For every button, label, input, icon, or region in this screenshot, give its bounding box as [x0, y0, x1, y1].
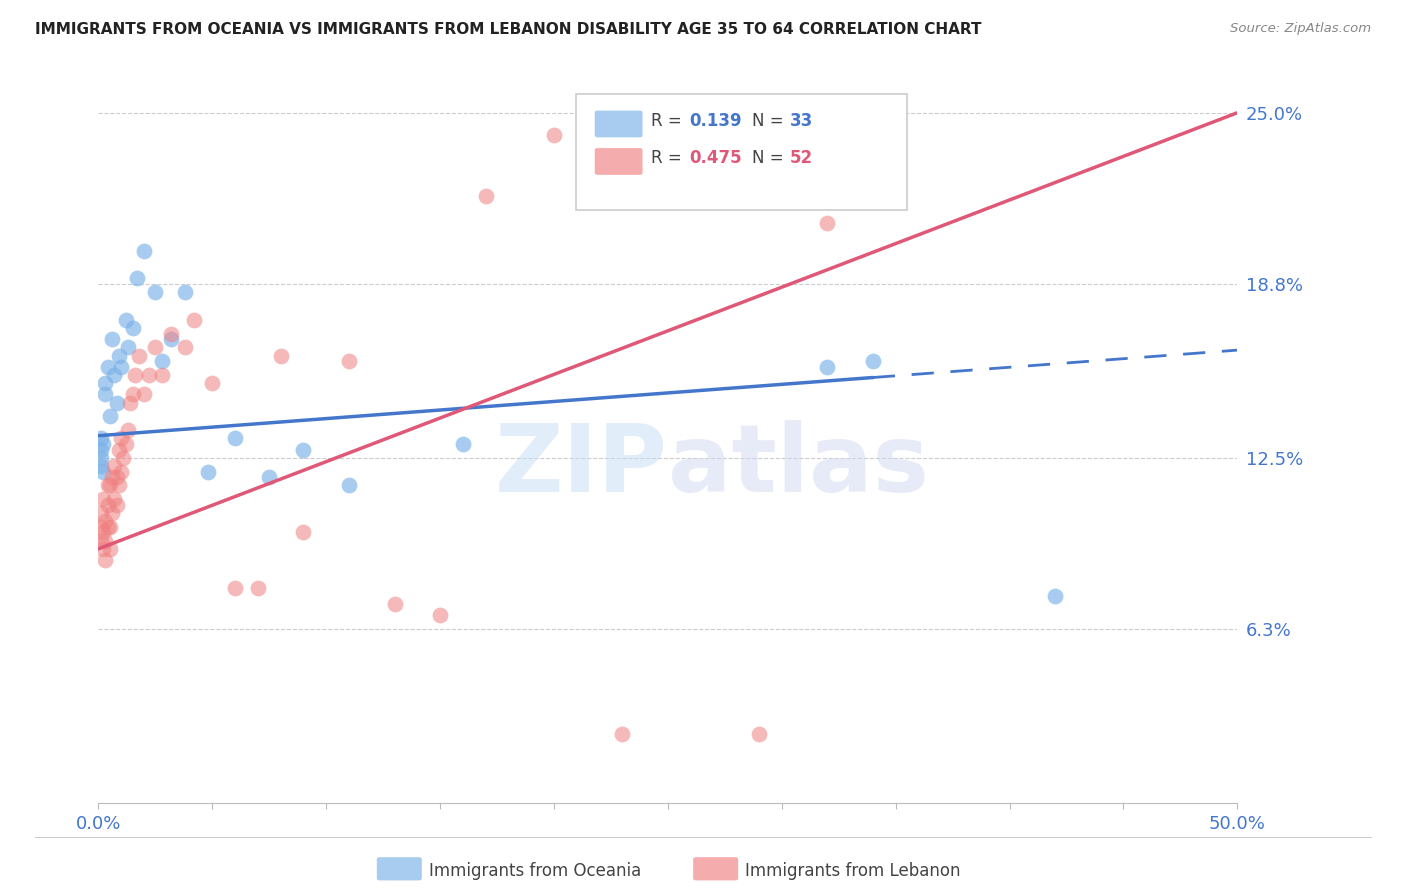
Text: 52: 52	[790, 149, 813, 167]
Text: N =: N =	[752, 149, 789, 167]
Point	[132, 387, 155, 401]
Point	[90, 450, 112, 465]
Point	[105, 470, 128, 484]
Point	[114, 437, 136, 451]
Point	[337, 478, 360, 492]
Text: Immigrants from Oceania: Immigrants from Oceania	[429, 863, 641, 880]
Point	[96, 520, 118, 534]
Point	[429, 608, 451, 623]
Point	[862, 354, 884, 368]
Text: 33: 33	[790, 112, 814, 129]
Point	[117, 423, 139, 437]
Point	[94, 376, 117, 391]
Point	[98, 409, 121, 424]
Point	[91, 437, 114, 451]
Point	[270, 349, 292, 363]
Point	[91, 465, 114, 479]
Point	[127, 271, 149, 285]
Point	[91, 541, 114, 556]
Point	[815, 359, 838, 374]
Point	[121, 387, 143, 401]
Point	[145, 285, 167, 300]
Point	[183, 312, 205, 326]
Point	[292, 442, 315, 457]
Text: IMMIGRANTS FROM OCEANIA VS IMMIGRANTS FROM LEBANON DISABILITY AGE 35 TO 64 CORRE: IMMIGRANTS FROM OCEANIA VS IMMIGRANTS FR…	[35, 22, 981, 37]
Point	[90, 432, 112, 446]
Point	[160, 332, 183, 346]
Point	[292, 525, 315, 540]
Point	[105, 498, 128, 512]
Point	[128, 349, 150, 363]
Point	[96, 359, 118, 374]
Point	[337, 354, 360, 368]
Point	[103, 458, 125, 473]
Text: 0.139: 0.139	[689, 112, 741, 129]
Point	[98, 478, 121, 492]
Point	[124, 368, 146, 382]
Point	[101, 506, 124, 520]
Point	[112, 450, 135, 465]
Point	[197, 465, 219, 479]
Point	[612, 727, 634, 741]
Point	[90, 506, 112, 520]
Point	[108, 349, 131, 363]
Text: R =: R =	[651, 149, 688, 167]
Point	[90, 458, 112, 473]
Point	[150, 368, 173, 382]
Point	[224, 581, 246, 595]
Point	[91, 525, 114, 540]
Point	[160, 326, 183, 341]
Text: Immigrants from Lebanon: Immigrants from Lebanon	[745, 863, 960, 880]
Point	[108, 478, 131, 492]
Point	[103, 368, 125, 382]
Point	[94, 514, 117, 528]
Point	[103, 492, 125, 507]
Point	[94, 553, 117, 567]
Point	[105, 395, 128, 409]
Text: atlas: atlas	[668, 420, 929, 512]
Point	[91, 492, 114, 507]
Point	[246, 581, 269, 595]
Point	[1043, 589, 1066, 603]
Point	[117, 340, 139, 354]
Point	[101, 470, 124, 484]
Point	[96, 498, 118, 512]
Point	[474, 188, 496, 202]
Text: ZIP: ZIP	[495, 420, 668, 512]
Text: Source: ZipAtlas.com: Source: ZipAtlas.com	[1230, 22, 1371, 36]
Point	[94, 387, 117, 401]
Point	[174, 285, 197, 300]
Point	[201, 376, 224, 391]
Point	[120, 395, 142, 409]
Point	[98, 541, 121, 556]
Text: R =: R =	[651, 112, 688, 129]
Point	[815, 216, 838, 230]
Point	[110, 432, 132, 446]
Point	[96, 478, 118, 492]
Point	[121, 321, 143, 335]
Text: 0.475: 0.475	[689, 149, 741, 167]
Point	[101, 332, 124, 346]
Point	[259, 470, 281, 484]
Text: N =: N =	[752, 112, 789, 129]
Point	[94, 533, 117, 548]
Point	[108, 442, 131, 457]
Point	[145, 340, 167, 354]
Point	[224, 432, 246, 446]
Point	[98, 520, 121, 534]
Point	[451, 437, 474, 451]
Point	[748, 727, 770, 741]
Point	[114, 312, 136, 326]
Point	[90, 520, 112, 534]
Point	[110, 359, 132, 374]
Point	[110, 465, 132, 479]
Point	[384, 597, 406, 611]
Point	[543, 128, 565, 142]
Point	[132, 244, 155, 258]
Point	[90, 442, 112, 457]
Point	[150, 354, 173, 368]
Point	[174, 340, 197, 354]
Point	[138, 368, 160, 382]
Point	[90, 533, 112, 548]
